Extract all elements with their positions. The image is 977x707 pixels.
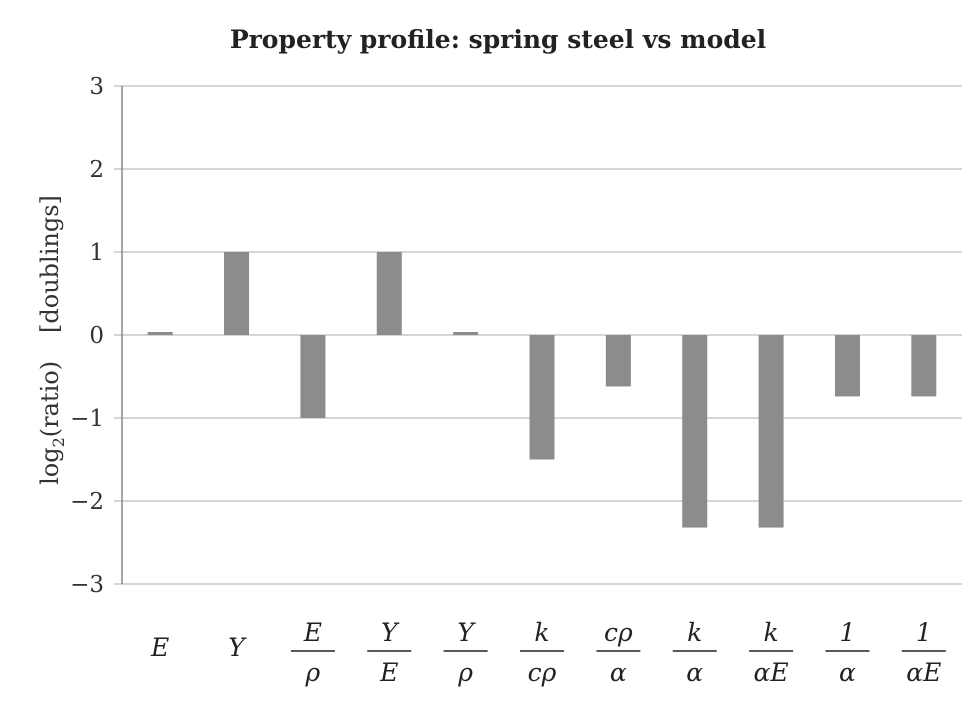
y-axis-label-main: log xyxy=(36,447,64,485)
y-axis-label: log2(ratio) [doublings] xyxy=(36,195,68,485)
y-tick-labels: 3 2 1 0 −1 −2 −3 xyxy=(70,74,104,598)
category-numerator: Y xyxy=(381,618,400,647)
y-tick-label: −1 xyxy=(70,406,104,432)
category-numerator: 1 xyxy=(916,618,932,647)
y-tick-label: 0 xyxy=(89,323,104,349)
bar xyxy=(758,335,784,528)
y-tick-label: 2 xyxy=(89,157,104,183)
category-numerator: E xyxy=(303,618,322,647)
category-denominator: αE xyxy=(906,658,941,687)
category-denominator: αE xyxy=(754,658,789,687)
bars xyxy=(147,252,937,528)
x-category-label: E xyxy=(150,633,169,662)
bar xyxy=(911,335,937,397)
category-numerator: 1 xyxy=(840,618,856,647)
category-denominator: α xyxy=(839,658,856,687)
category-denominator: ρ xyxy=(305,658,321,687)
y-axis-label-rest: (ratio) xyxy=(36,361,64,437)
category-numerator: k xyxy=(687,618,702,647)
category-denominator: α xyxy=(610,658,627,687)
bar xyxy=(605,335,631,387)
category-numerator: Y xyxy=(228,633,247,662)
x-category-label: k αE xyxy=(749,618,794,687)
bar xyxy=(224,252,250,335)
x-category-label: Eρ xyxy=(290,618,335,687)
x-category-label: 1 αE xyxy=(901,618,946,687)
bar xyxy=(834,335,860,397)
bar xyxy=(147,332,173,335)
category-numerator: k xyxy=(764,618,779,647)
svg-text:log2(ratio)[doublings]: log2(ratio) [doublings] xyxy=(36,195,68,485)
x-category-label: YE xyxy=(367,618,412,687)
x-category-label: Y xyxy=(228,633,247,662)
x-category-label: k cρ xyxy=(520,618,564,687)
y-axis-label-sub: 2 xyxy=(49,437,68,447)
bar xyxy=(682,335,708,528)
chart-title: Property profile: spring steel vs model xyxy=(230,25,766,54)
y-tick-label: 3 xyxy=(89,74,104,100)
bar xyxy=(453,332,479,335)
x-category-label: cρ α xyxy=(596,618,641,687)
category-numerator: cρ xyxy=(604,618,633,647)
category-denominator: α xyxy=(686,658,703,687)
bar xyxy=(300,335,326,418)
category-denominator: E xyxy=(379,658,398,687)
y-tick-label: 1 xyxy=(89,240,104,266)
bar xyxy=(529,335,555,460)
y-tick-label: −2 xyxy=(70,489,104,515)
y-axis-label-unit: [doublings] xyxy=(36,195,64,333)
x-category-label: 1α xyxy=(825,618,870,687)
x-category-label: kα xyxy=(672,618,717,687)
bar xyxy=(376,252,402,335)
category-denominator: ρ xyxy=(457,658,473,687)
x-category-label: Yρ xyxy=(443,618,488,687)
category-numerator: k xyxy=(534,618,549,647)
category-numerator: Y xyxy=(457,618,476,647)
category-numerator: E xyxy=(150,633,169,662)
category-denominator: cρ xyxy=(528,658,557,687)
y-tick-label: −3 xyxy=(70,572,104,598)
